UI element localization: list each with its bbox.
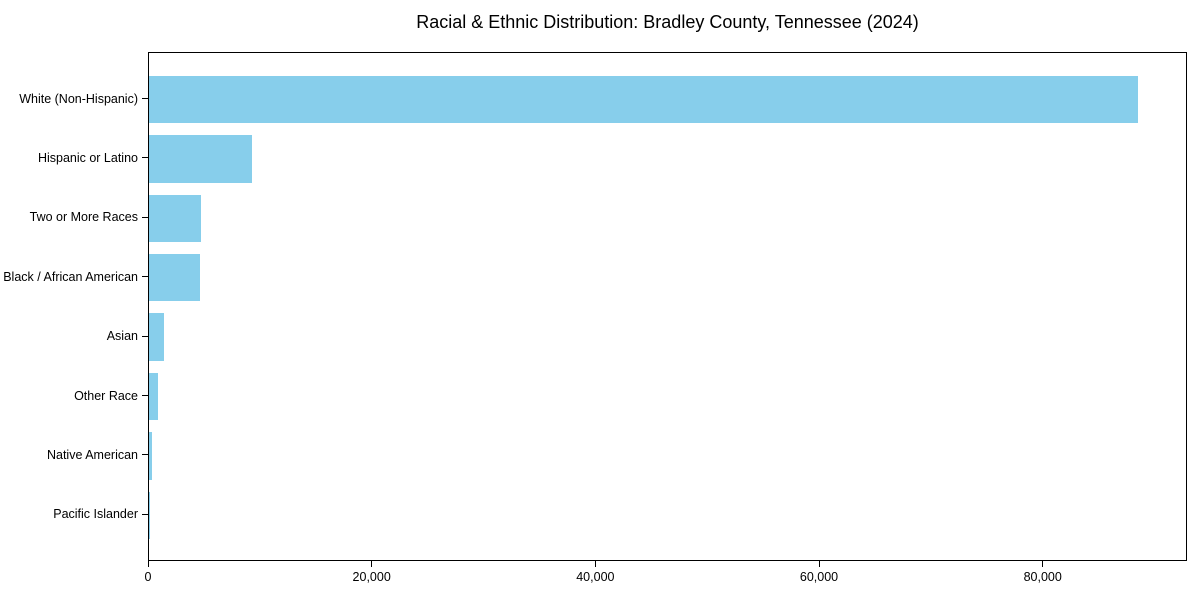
bar-pacific-islander — [149, 491, 150, 540]
y-axis-label-other-race: Other Race — [74, 388, 138, 403]
y-axis-tick — [142, 98, 148, 99]
x-axis-tick — [1042, 561, 1044, 567]
bar-hispanic-or-latino — [149, 135, 252, 183]
y-axis-tick — [142, 454, 148, 456]
chart-title: Racial & Ethnic Distribution: Bradley Co… — [416, 12, 919, 32]
bar-white-non-hispanic — [149, 75, 1138, 124]
x-axis-tick — [371, 561, 373, 567]
y-axis-tick — [142, 513, 148, 515]
x-axis-tick — [147, 561, 149, 567]
y-axis-label-hispanic-or-latino: Hispanic or Latino — [37, 150, 138, 165]
y-axis-label-pacific-islander: Pacific Islander — [53, 507, 138, 522]
bar-other-race — [149, 372, 158, 421]
y-axis-label-white-non-hispanic: White (Non-Hispanic) — [19, 91, 138, 106]
x-axis-tick — [818, 561, 820, 567]
y-axis-tick — [142, 157, 148, 159]
y-axis-label-asian: Asian — [106, 329, 138, 344]
y-axis-label-native-american: Native American — [46, 447, 138, 462]
y-axis-tick — [142, 335, 148, 337]
x-axis-tick-label: 60,000 — [799, 570, 839, 584]
x-axis-tick — [594, 561, 596, 567]
y-axis-tick — [142, 276, 148, 278]
y-axis-tick — [142, 395, 148, 396]
plot-area — [148, 52, 1187, 561]
y-axis-label-two-or-more-races: Two or More Races — [29, 210, 138, 225]
bar-asian — [149, 313, 164, 361]
x-axis-tick-label: 80,000 — [1023, 570, 1062, 584]
x-axis-tick-label: 0 — [144, 570, 152, 584]
bar-two-or-more-races — [149, 194, 201, 243]
bar-native-american — [149, 432, 152, 480]
bar-black-african-american — [149, 253, 200, 302]
y-axis-tick — [142, 216, 148, 218]
x-axis-tick-label: 20,000 — [352, 570, 391, 584]
y-axis-label-black-african-american: Black / African American — [3, 269, 138, 284]
x-axis-tick-label: 40,000 — [576, 570, 615, 584]
